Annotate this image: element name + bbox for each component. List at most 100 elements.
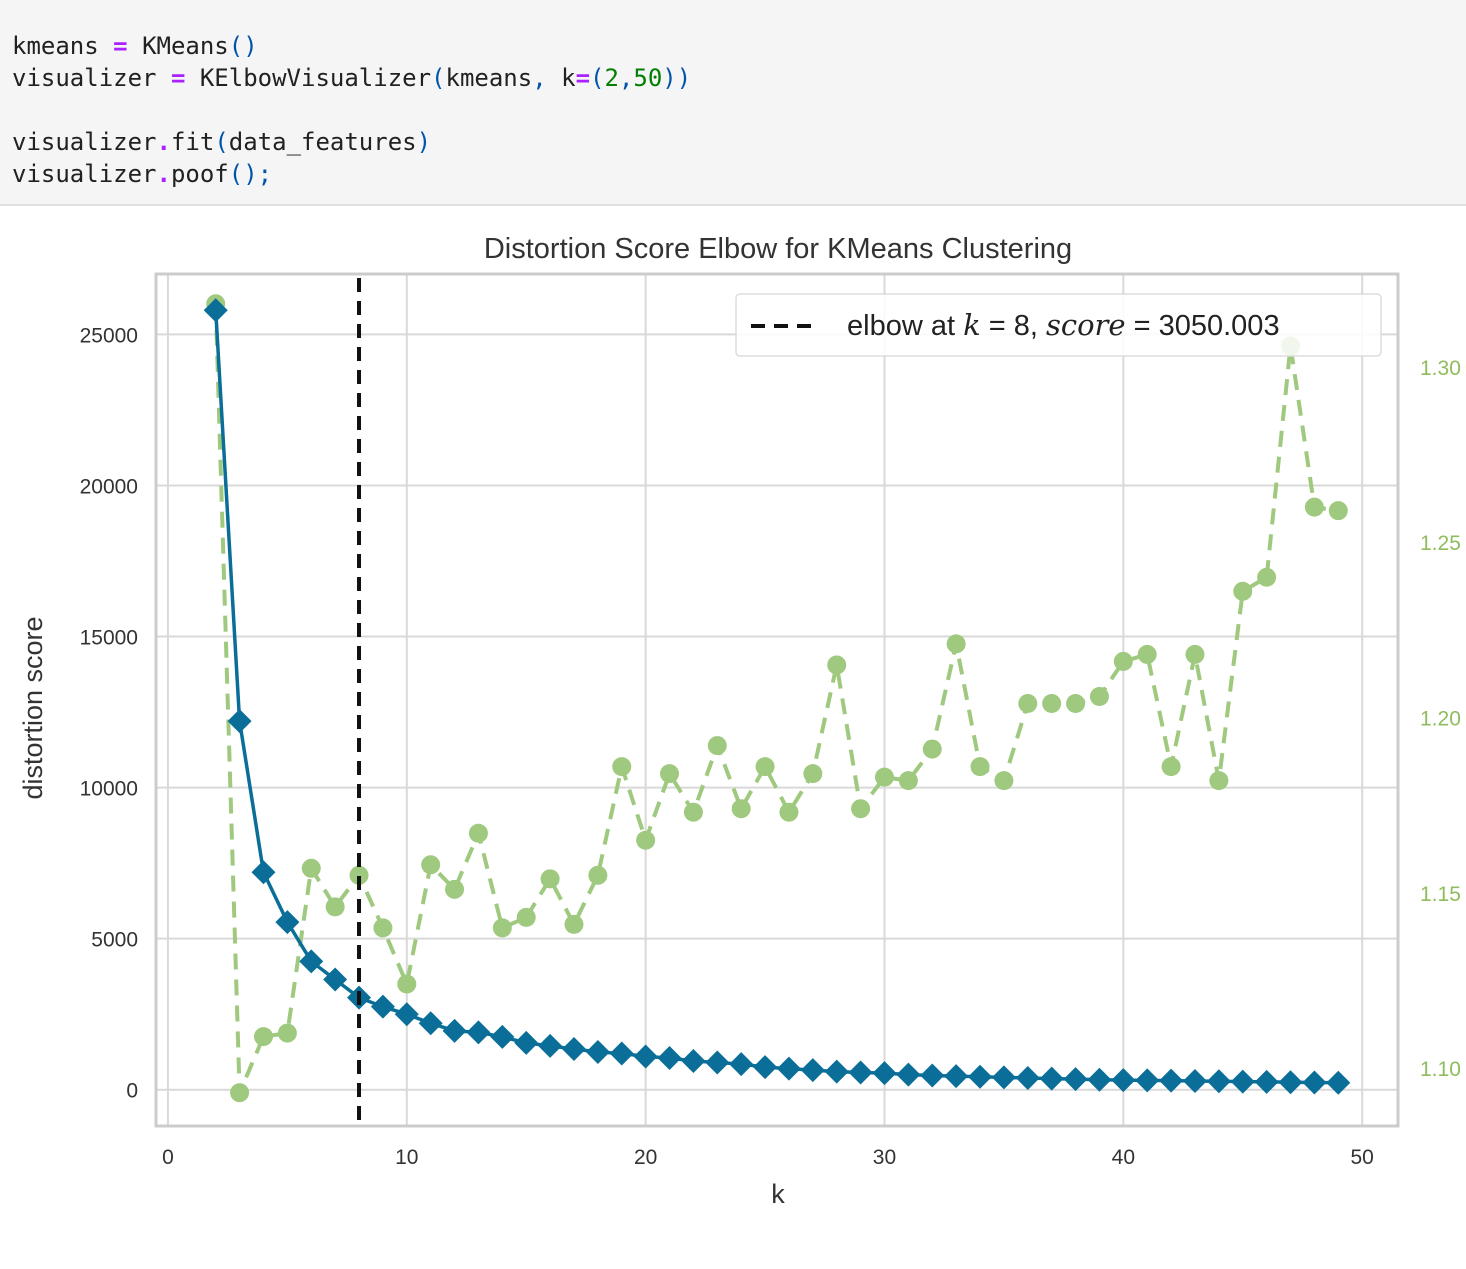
distortion-point [227,709,252,734]
secondary-point [731,799,751,819]
secondary-point [970,757,990,777]
distortion-point [1159,1068,1184,1093]
plot-frame [154,272,1400,1128]
code-dot: . [156,128,171,156]
distortion-point [705,1050,730,1075]
distortion-point [466,1020,491,1045]
distortion-point [418,1011,443,1036]
legend: elbow at k = 8, score = 3050.003 [735,293,1382,357]
code-kwarg: k [561,64,576,92]
distortion-point [633,1044,658,1069]
code-method: fit [170,128,215,156]
distortion-point [394,1002,419,1027]
x-tick-label: 30 [873,1146,896,1169]
distortion-point [203,298,228,323]
secondary-point [827,655,847,675]
distortion-point [561,1036,586,1061]
distortion-point [1015,1065,1040,1090]
secondary-series [206,294,1348,1103]
secondary-point [612,757,632,777]
legend-box [735,293,1382,357]
distortion-point [824,1059,849,1084]
distortion-point [1111,1068,1136,1093]
distortion-point [609,1041,634,1066]
secondary-point [1089,686,1109,706]
code-cell[interactable]: kmeans = KMeans() visualizer = KElbowVis… [0,0,1466,206]
secondary-tick-label: 1.25 [1420,532,1461,555]
secondary-point [1066,694,1086,714]
code-editor[interactable]: kmeans = KMeans() visualizer = KElbowVis… [12,32,692,188]
secondary-point [421,855,441,875]
distortion-point [1135,1068,1160,1093]
y-tick-label: 15000 [80,627,138,650]
secondary-point [683,802,703,822]
secondary-point [564,914,584,934]
secondary-point [779,802,799,822]
distortion-point [1039,1066,1064,1091]
secondary-point [922,739,942,759]
distortion-point [1230,1069,1255,1094]
distortion-point [1182,1068,1207,1093]
distortion-point [896,1062,921,1087]
secondary-point [468,823,488,843]
secondary-point [660,764,680,784]
secondary-series-line [213,303,1339,1094]
secondary-tick-label: 1.20 [1420,708,1461,731]
code-operator: = [113,32,128,60]
code-var: kmeans [12,32,99,60]
distortion-point [442,1018,467,1043]
x-tick-label: 40 [1112,1146,1135,1169]
y-axis-ticks: 0 5000 10000 15000 20000 25000 [80,324,138,1102]
code-var: visualizer [12,128,157,156]
code-paren: () [228,32,258,60]
elbow-chart: Distortion Score Elbow for KMeans Cluste… [18,233,1461,1209]
y-tick-label: 10000 [80,778,138,801]
secondary-point [994,771,1014,791]
distortion-series [203,298,1351,1095]
distortion-point [848,1060,873,1085]
secondary-point [1304,497,1324,517]
secondary-point [851,799,871,819]
secondary-point [230,1083,250,1103]
code-arg: data_features [228,128,417,156]
x-tick-label: 0 [162,1146,174,1169]
code-var: visualizer [12,160,157,188]
distortion-point [920,1063,945,1088]
distortion-point [729,1052,754,1077]
x-tick-label: 10 [395,1146,418,1169]
secondary-tick-label: 1.30 [1420,357,1461,380]
secondary-point [636,830,656,850]
secondary-point [397,974,417,994]
cut-off-text [0,1250,1466,1269]
distortion-point [681,1049,706,1074]
secondary-point [946,634,966,654]
distortion-point [275,910,300,935]
distortion-point [490,1024,515,1049]
distortion-point [1063,1067,1088,1092]
distortion-point [1278,1070,1303,1095]
secondary-point [373,918,393,938]
secondary-point [588,865,608,885]
code-operator: = [170,64,186,92]
x-axis-label: k [771,1179,785,1209]
code-tail: (); [228,160,273,188]
secondary-point [1161,757,1181,777]
code-arg: kmeans [445,64,533,92]
x-tick-label: 50 [1350,1146,1373,1169]
secondary-point [898,771,918,791]
secondary-point [253,1027,273,1047]
secondary-point [325,897,345,917]
secondary-point [492,918,512,938]
code-number: 2 [604,64,619,92]
secondary-point [803,764,823,784]
secondary-point [540,869,560,889]
distortion-point [944,1064,969,1089]
code-number: 50 [633,64,663,92]
y-tick-label: 20000 [80,475,138,498]
secondary-point [301,858,321,878]
cell-output: Distortion Score Elbow for KMeans Cluste… [0,206,1466,1269]
secondary-point [1042,694,1062,714]
chart-title: Distortion Score Elbow for KMeans Cluste… [484,233,1072,265]
secondary-point [755,757,775,777]
legend-label: elbow at k = 8, score = 3050.003 [847,308,1280,342]
